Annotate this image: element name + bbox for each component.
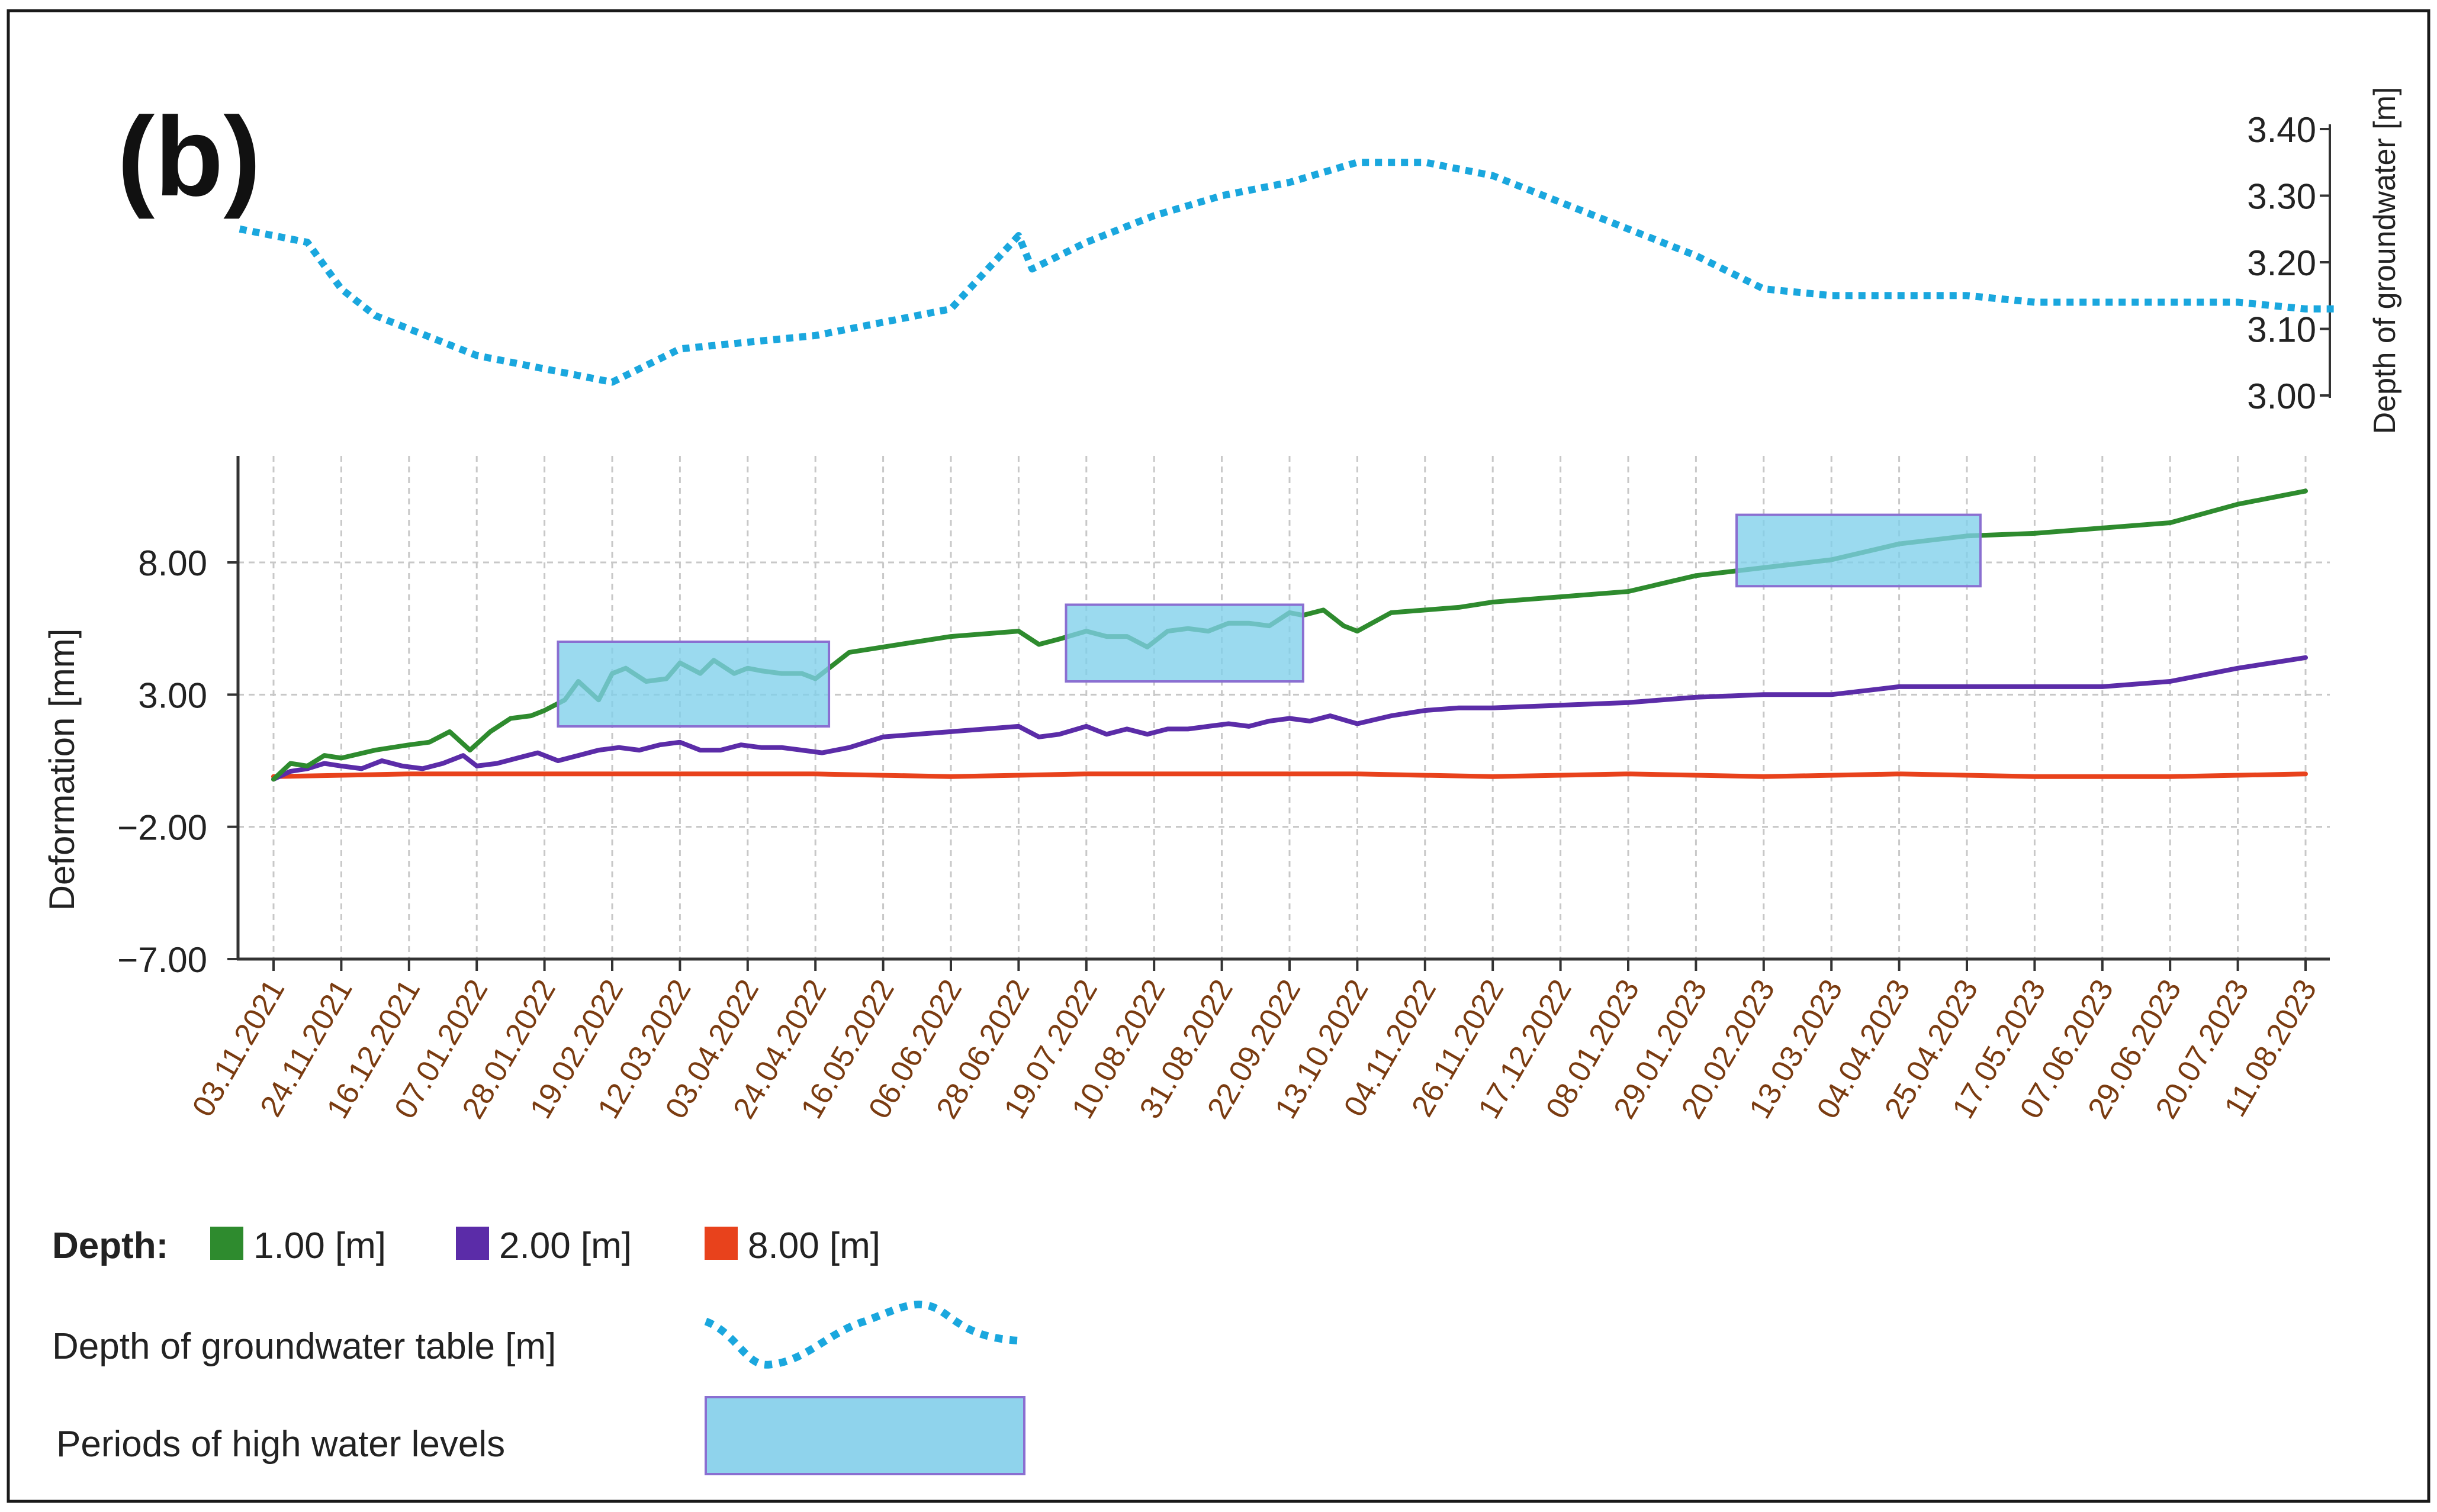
series-line-2m bbox=[271, 655, 2308, 782]
figure-border bbox=[7, 9, 2430, 1503]
groundwater-axis-label: Depth of groundwater [m] bbox=[2368, 87, 2402, 435]
y-tick-label: −2.00 bbox=[117, 808, 207, 848]
deformation-grid bbox=[238, 456, 2330, 959]
y-axis-label: Deformation [mm] bbox=[42, 629, 82, 911]
high-water-period-box bbox=[557, 641, 831, 728]
legend-high-water-label: Periods of high water levels bbox=[56, 1424, 505, 1465]
legend-swatch-8m bbox=[705, 1227, 738, 1260]
legend-high-water-swatch bbox=[705, 1396, 1025, 1475]
legend-series-8m-label: 8.00 [m] bbox=[748, 1225, 880, 1266]
legend-swatch-1m bbox=[210, 1227, 243, 1260]
groundwater-tick-label: 3.20 bbox=[2247, 243, 2316, 283]
series-line-1m bbox=[271, 488, 2308, 782]
legend: Depth: 1.00 [m] 2.00 [m] 8.00 [m] Depth … bbox=[52, 1225, 1025, 1475]
series-line-8m bbox=[271, 771, 2308, 779]
deformation-series-layer bbox=[271, 488, 2308, 782]
groundwater-series-line bbox=[239, 159, 2340, 386]
legend-series-1m-label: 1.00 [m] bbox=[253, 1225, 386, 1266]
legend-swatch-2m bbox=[456, 1227, 489, 1260]
y-tick-label: 3.00 bbox=[138, 675, 207, 715]
y-tick-label: 8.00 bbox=[138, 543, 207, 583]
panel-label: (b) bbox=[117, 94, 261, 220]
groundwater-tick-label: 3.30 bbox=[2247, 177, 2316, 217]
groundwater-tick-label: 3.10 bbox=[2247, 310, 2316, 350]
legend-groundwater-label: Depth of groundwater table [m] bbox=[52, 1326, 556, 1367]
legend-depth-title: Depth: bbox=[52, 1225, 168, 1266]
high-water-period-box bbox=[1735, 513, 1982, 588]
groundwater-line-layer bbox=[239, 159, 2340, 386]
high-water-periods bbox=[557, 513, 1982, 728]
groundwater-tick-label: 3.40 bbox=[2247, 110, 2316, 150]
y-tick-label: −7.00 bbox=[117, 940, 207, 980]
groundwater-axis: 3.40 3.30 3.20 3.10 3.00 Depth of groundwater… bbox=[2247, 87, 2402, 435]
high-water-period-box bbox=[1065, 603, 1304, 683]
legend-series-2m-label: 2.00 [m] bbox=[499, 1225, 632, 1266]
legend-groundwater-swatch bbox=[704, 1300, 1025, 1369]
groundwater-tick-label: 3.00 bbox=[2247, 377, 2316, 416]
